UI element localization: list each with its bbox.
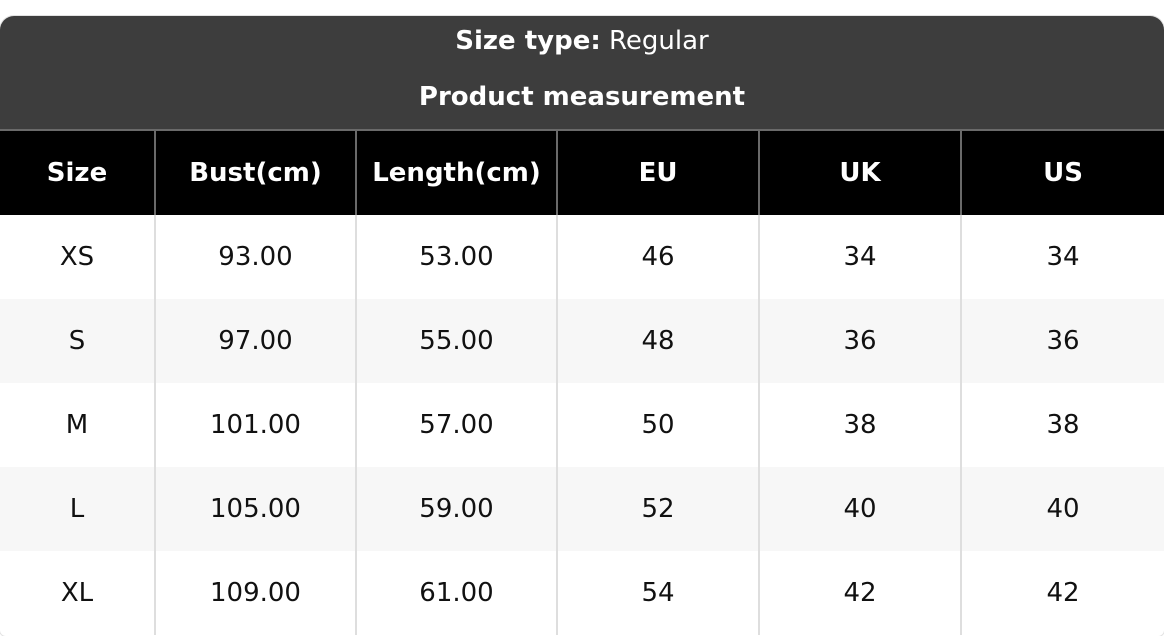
table-cell: 55.00 — [355, 299, 557, 383]
table-cell: 59.00 — [355, 467, 557, 551]
measurement-table: Size Bust(cm) Length(cm) EU UK US XS 93.00 53.0… — [0, 129, 1164, 635]
table-cell: 42 — [758, 551, 961, 635]
table-cell: 38 — [960, 383, 1164, 467]
table-cell: 105.00 — [154, 467, 356, 551]
table-cell: XL — [60, 578, 94, 608]
table-cell: 42 — [960, 551, 1164, 635]
table-cell: 109.00 — [154, 551, 356, 635]
column-header: EU — [556, 129, 759, 215]
table-cell: 46 — [556, 215, 759, 299]
size-type-value: Regular — [609, 26, 709, 56]
table-cell: 50 — [556, 383, 759, 467]
table-cell: 34 — [758, 215, 961, 299]
table-row: L 105.00 59.00 52 40 40 — [0, 467, 1164, 551]
chart-subtitle: Product measurement — [418, 82, 746, 112]
table-cell: 54 — [556, 551, 759, 635]
table-row: XL 109.00 61.00 54 42 42 — [0, 551, 1164, 635]
size-chart-header: Size type: Regular Product measurement — [0, 16, 1164, 129]
table-cell: 40 — [960, 467, 1164, 551]
table-cell: 53.00 — [355, 215, 557, 299]
table-cell: 36 — [758, 299, 961, 383]
table-cell: 38 — [758, 383, 961, 467]
table-cell: L — [0, 467, 155, 551]
table-cell: 93.00 — [154, 215, 356, 299]
table-cell: 57.00 — [355, 383, 557, 467]
table-row: XS 93.00 53.00 46 34 34 — [0, 215, 1164, 299]
table-row: S 97.00 55.00 48 36 36 — [0, 299, 1164, 383]
table-cell: 48 — [556, 299, 759, 383]
table-header-row: Size Bust(cm) Length(cm) EU UK US — [0, 129, 1164, 215]
table-cell: 40 — [758, 467, 961, 551]
size-chart: Size type: Regular Product measurement S… — [0, 16, 1164, 636]
table-cell: 101.00 — [154, 383, 356, 467]
table-cell: S — [0, 299, 155, 383]
table-cell: 36 — [960, 299, 1164, 383]
size-type-label: Size type: — [455, 26, 601, 56]
column-header: Bust(cm) — [154, 129, 356, 215]
table-cell: 61.00 — [355, 551, 557, 635]
column-header: Length(cm) — [355, 129, 557, 215]
column-header: UK — [758, 129, 961, 215]
column-header: Size — [0, 129, 155, 215]
column-header: US — [960, 129, 1164, 215]
table-cell: 34 — [960, 215, 1164, 299]
table-row: M 101.00 57.00 50 38 38 — [0, 383, 1164, 467]
table-cell: 97.00 — [154, 299, 356, 383]
table-cell: XS — [59, 242, 95, 272]
table-cell: 52 — [556, 467, 759, 551]
size-type: Size type: Regular — [0, 26, 1164, 56]
table-cell: M — [65, 410, 89, 440]
